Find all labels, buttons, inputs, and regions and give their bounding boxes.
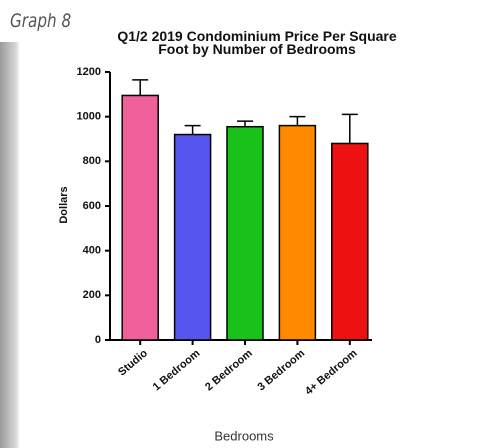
- bar: [226, 125, 264, 341]
- y-tick-label: 200: [83, 289, 101, 301]
- bar: [121, 94, 159, 341]
- x-tick-label: 4+ Bedroom: [303, 347, 360, 397]
- x-tick-label: Studio: [116, 347, 150, 378]
- graph-label: Graph 8: [10, 10, 72, 32]
- x-tick-label: 1 Bedroom: [151, 347, 203, 393]
- chart-title: Q1/2 2019 Condominium Price Per Square F…: [117, 28, 397, 57]
- y-tick-label: 1000: [77, 111, 101, 123]
- y-tick-label: 400: [83, 245, 101, 257]
- bar: [331, 142, 369, 341]
- y-tick-label: 1200: [77, 66, 101, 78]
- y-tick-label: 600: [83, 200, 101, 212]
- y-tick-label: 0: [95, 334, 101, 346]
- bar: [173, 133, 212, 341]
- sidebar: [0, 42, 20, 448]
- bar: [278, 124, 317, 341]
- x-axis-label: Bedrooms: [214, 428, 274, 443]
- y-tick-label: 800: [83, 155, 101, 167]
- x-tick-label: 2 Bedroom: [203, 347, 255, 393]
- x-tick-label: 3 Bedroom: [255, 347, 307, 393]
- y-axis-label: Dollars: [58, 186, 70, 223]
